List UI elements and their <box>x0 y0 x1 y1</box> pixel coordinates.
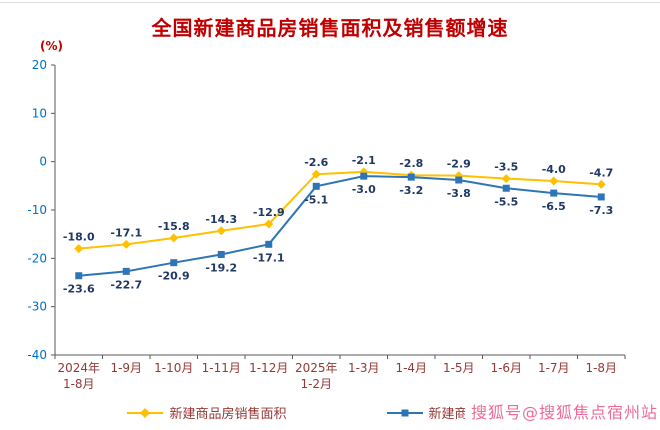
y-tick-label: -40 <box>27 348 47 362</box>
square-marker-icon <box>75 272 83 280</box>
square-marker-icon <box>265 240 273 248</box>
square-marker-icon <box>360 172 368 180</box>
diamond-marker-icon <box>169 233 179 243</box>
data-point-label: -2.9 <box>447 158 471 171</box>
data-point-label: -17.1 <box>110 226 142 239</box>
square-marker-icon <box>170 259 178 267</box>
x-tick-label: 1-8月 <box>585 361 617 375</box>
data-point-label: -5.1 <box>304 193 328 206</box>
x-tick-label: 1-6月 <box>490 361 522 375</box>
x-tick-label: 1-5月 <box>443 361 475 375</box>
data-point-label: -14.3 <box>205 213 237 226</box>
legend-label-sales-area: 新建商品房销售面积 <box>169 407 287 422</box>
legend-marker-sales-amount-icon <box>386 409 423 416</box>
data-point-label: -4.7 <box>589 166 613 179</box>
x-tick-label: 1-2月 <box>300 377 332 391</box>
data-point-label: -5.5 <box>494 195 518 208</box>
data-point-label: -4.0 <box>542 163 566 176</box>
x-tick-label: 1-8月 <box>63 377 95 391</box>
y-tick-label: 10 <box>32 106 47 120</box>
y-tick-label: -10 <box>27 203 47 217</box>
data-point-label: -15.8 <box>158 220 190 233</box>
square-marker-icon <box>550 189 558 197</box>
data-point-label: -23.6 <box>63 283 95 296</box>
data-point-label: -19.2 <box>205 261 237 274</box>
data-point-label: -12.9 <box>253 206 285 219</box>
diamond-marker-icon <box>311 169 321 179</box>
data-point-label: -2.6 <box>304 156 328 169</box>
x-tick-label: 1-4月 <box>395 361 427 375</box>
data-point-label: -17.1 <box>253 251 285 264</box>
square-marker-icon <box>217 250 225 258</box>
legend-diamond-marker-icon <box>140 407 151 418</box>
y-axis-unit-label: (%) <box>40 39 63 53</box>
top-divider <box>0 2 660 3</box>
x-tick-label: 1-3月 <box>348 361 380 375</box>
watermark: 搜狐号@搜狐焦点宿州站 <box>464 397 660 425</box>
square-marker-icon <box>502 184 510 192</box>
x-tick-label: 1-11月 <box>202 361 241 375</box>
data-point-label: -3.5 <box>494 161 518 174</box>
x-tick-label: 1-9月 <box>110 361 142 375</box>
data-point-label: -3.0 <box>352 183 376 196</box>
data-point-label: -3.8 <box>447 187 471 200</box>
diamond-marker-icon <box>74 244 84 254</box>
square-marker-icon <box>597 193 605 201</box>
legend-marker-sales-area-icon <box>127 407 164 418</box>
data-point-label: -3.2 <box>399 184 423 197</box>
series-line <box>78 175 602 277</box>
x-tick-label: 1-12月 <box>249 361 288 375</box>
data-point-label: -22.7 <box>110 278 142 291</box>
diamond-marker-icon <box>596 179 606 189</box>
square-marker-icon <box>312 182 320 190</box>
diamond-marker-icon <box>121 239 131 249</box>
diamond-marker-icon <box>501 174 511 184</box>
legend-item-sales-area: 新建商品房销售面积 <box>127 403 287 422</box>
x-tick-label: 1-10月 <box>154 361 193 375</box>
square-marker-icon <box>122 267 130 275</box>
x-tick-label: 2024年 <box>57 361 100 375</box>
legend-square-marker-icon <box>401 409 408 416</box>
y-tick-label: 0 <box>39 155 47 169</box>
diamond-marker-icon <box>549 176 559 186</box>
x-tick-label: 2025年 <box>295 361 338 375</box>
diamond-marker-icon <box>216 226 226 236</box>
y-tick-label: 20 <box>32 58 47 72</box>
data-point-label: -6.5 <box>542 200 566 213</box>
square-marker-icon <box>455 176 463 184</box>
data-point-label: -18.0 <box>63 231 95 244</box>
data-point-label: -2.1 <box>352 154 376 167</box>
y-tick-label: -30 <box>27 300 47 314</box>
chart-title: 全国新建商品房销售面积及销售额增速 <box>151 16 509 40</box>
y-tick-label: -20 <box>27 251 47 265</box>
data-point-label: -7.3 <box>589 204 613 217</box>
data-point-label: -2.8 <box>399 157 423 170</box>
series-line <box>78 170 602 250</box>
square-marker-icon <box>407 173 415 181</box>
diamond-marker-icon <box>264 219 274 229</box>
data-point-label: -20.9 <box>158 270 190 283</box>
x-tick-label: 1-7月 <box>538 361 570 375</box>
